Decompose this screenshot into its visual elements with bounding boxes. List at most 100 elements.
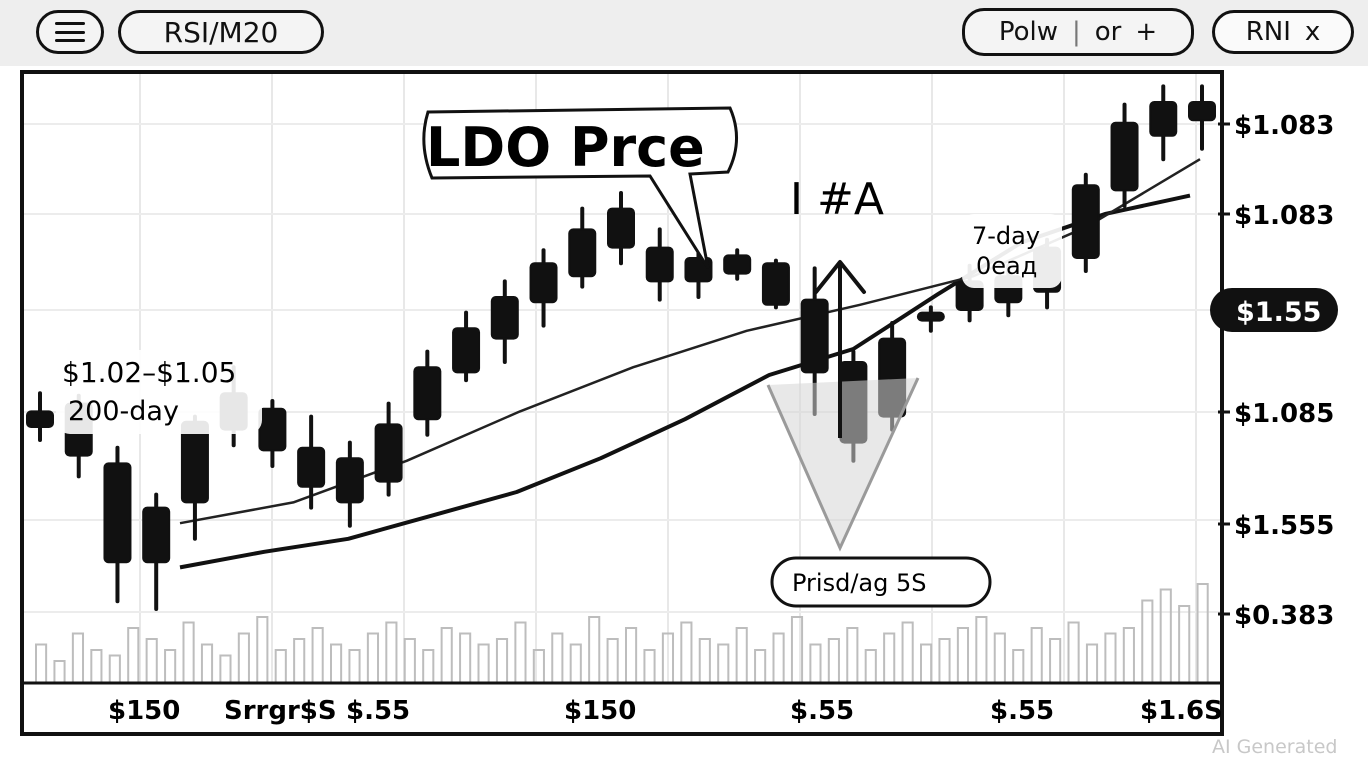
chart-title: LDO Prce [426,116,705,179]
candle-body [723,254,752,275]
indicator-label: RSI/M20 [163,15,279,49]
candle-body [103,462,132,564]
volume-bar [330,643,343,684]
candle-body [529,262,558,304]
y-tick-label: $1.083 [1234,111,1334,141]
rni-tab[interactable]: RNI x [1212,10,1354,54]
volume-bar [514,621,527,684]
candle-body [568,228,597,278]
volume-bar [938,638,951,684]
volume-bar [698,638,711,684]
volume-bar [182,621,195,684]
candle-body [645,246,674,283]
volume-bar [956,627,970,684]
arrow-label: I #A [790,174,884,225]
volume-bar [993,632,1006,684]
volume-bar [643,649,656,684]
ma-short-label-bg [962,214,1062,288]
candle-body [26,410,54,428]
indicator-selector-button[interactable]: RSI/M20 [118,10,324,54]
volume-bar [588,616,601,684]
volume-bar [477,643,490,684]
dip-label-pill [770,556,992,608]
candle-body [800,298,829,374]
volume-bar [440,627,453,684]
volume-bar [809,643,822,684]
volume-bar [127,627,140,684]
volume-bar [90,649,103,684]
volume-bar [366,632,380,684]
title-bubble [422,106,739,269]
candle-body [452,327,481,374]
volume-bar [1196,583,1209,684]
candle-body [1149,101,1178,137]
volume-bar [403,638,416,684]
volume-bar [864,649,877,684]
volume-bar [237,632,250,684]
volume-bar [459,632,472,684]
volume-bar [1049,638,1062,684]
rni-label: RNI [1245,17,1291,47]
candle-body [607,207,635,249]
volume-bar [883,632,896,684]
chart-frame [20,70,1224,736]
close-icon[interactable]: x [1304,17,1321,47]
x-tick-label: $.55 [790,696,854,726]
candle-body [142,506,171,564]
volume-bars [35,583,1209,684]
dip-outline [766,377,920,552]
range-label-bg [56,350,262,434]
candle-body [335,457,364,504]
x-tick-label: $1.6S [1140,696,1223,726]
volume-bar [1178,605,1191,684]
volume-bar [975,616,988,684]
pair-left-label: Polw [998,17,1058,47]
volume-bar [1122,627,1135,684]
candle-body [1110,121,1139,192]
volume-bar [551,632,564,684]
candles [26,84,1216,611]
volume-bar [680,621,693,684]
volume-bar [35,643,48,684]
x-tick-label: $.55 [346,696,410,726]
volume-bar [385,621,398,684]
x-tick-label: Srrgr$S [224,696,337,726]
volume-bar [200,643,214,684]
volume-bar [920,643,933,684]
pair-selector[interactable]: Polw | or + [962,8,1194,56]
volume-bar [348,649,361,684]
candle-body [1188,101,1216,122]
range-label: $1.02–$1.05 [62,356,236,389]
volume-bar [754,649,767,684]
volume-bar [1012,649,1025,684]
volume-bar [1030,627,1043,684]
volume-bar [495,638,509,684]
current-price-badge [1210,288,1338,332]
volume-bar [71,632,85,684]
x-tick-label: $.55 [990,696,1054,726]
ma-short-label-line2: 0eaд [976,252,1037,280]
y-tick-label: $1.085 [1234,399,1334,429]
volume-bar [606,638,619,684]
add-icon[interactable]: + [1135,17,1158,47]
volume-bar [274,649,287,684]
pair-divider: | [1071,17,1081,47]
volume-bar [145,638,158,684]
current-price-label: $1.55 [1236,297,1321,328]
x-tick-label: $150 [108,696,180,726]
volume-bar [735,627,748,684]
volume-bar [311,627,324,684]
y-tick-label: $0.383 [1234,601,1334,631]
volume-bar [1104,632,1117,684]
y-tick-label: $1.555 [1234,511,1334,541]
candle-body [413,366,442,421]
menu-button[interactable] [36,10,104,54]
up-arrow-icon [814,260,866,294]
volume-bar [717,643,730,684]
volume-bar [827,638,840,684]
ai-generated-watermark: AI Generated [1212,736,1338,758]
volume-bar [1067,621,1080,684]
volume-bar [1085,643,1099,684]
volume-bar [901,621,914,684]
dip-label: Prisd/ag 5S [792,569,926,597]
